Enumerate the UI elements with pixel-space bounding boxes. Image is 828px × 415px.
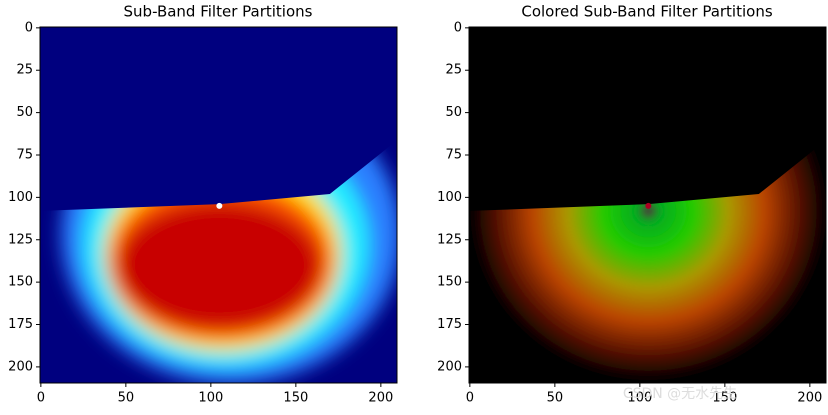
axes-frame — [468, 26, 827, 384]
axes-frame — [39, 26, 398, 384]
x-tick-label: 150 — [283, 391, 308, 406]
y-tick-label: 0 — [454, 20, 462, 35]
x-tick-label: 100 — [627, 391, 652, 406]
chart-title: Sub-Band Filter Partitions — [124, 3, 313, 21]
axes: Sub-Band Filter Partitions 0 50 100 150 200 0 2… — [8, 3, 398, 406]
y-tick-label: 100 — [8, 190, 33, 205]
image-center — [645, 202, 652, 209]
image-band — [469, 132, 826, 381]
x-tick-label: 200 — [368, 391, 393, 406]
x-tick-label: 50 — [118, 391, 135, 406]
y-tick-label: 75 — [445, 147, 462, 162]
x-tick-label: 100 — [198, 391, 223, 406]
y-tick-label: 175 — [8, 317, 33, 332]
image-region — [469, 132, 826, 381]
image — [40, 27, 397, 383]
watermark: CSDN @无水先生 — [623, 386, 737, 402]
y-tick-label: 50 — [445, 105, 462, 120]
y-tick-label: 75 — [16, 147, 33, 162]
x-tick-label: 0 — [37, 391, 45, 406]
y-tick-label: 25 — [16, 63, 33, 78]
y-tick-label: 125 — [8, 232, 33, 247]
y-tick-label: 150 — [8, 275, 33, 290]
x-tick-label: 150 — [712, 391, 737, 406]
chart-title: Colored Sub-Band Filter Partitions — [521, 3, 772, 21]
x-tick-label: 50 — [547, 391, 564, 406]
image-center — [216, 202, 223, 209]
y-tick-label: 50 — [16, 105, 33, 120]
image — [469, 27, 826, 383]
axes: Colored Sub-Band Filter Partitions 0 50 100… — [437, 3, 827, 406]
y-tick-label: 125 — [437, 232, 462, 247]
y-tick-label: 175 — [437, 317, 462, 332]
y-tick-label: 200 — [8, 359, 33, 374]
image-layers — [469, 132, 826, 381]
y-tick-label: 0 — [25, 20, 33, 35]
x-tick-label: 0 — [466, 391, 474, 406]
y-tick-label: 25 — [445, 63, 462, 78]
image-band — [117, 200, 322, 330]
y-tick-label: 150 — [437, 275, 462, 290]
y-tick-label: 200 — [437, 359, 462, 374]
x-tick-label: 200 — [797, 391, 822, 406]
y-tick-label: 100 — [437, 190, 462, 205]
